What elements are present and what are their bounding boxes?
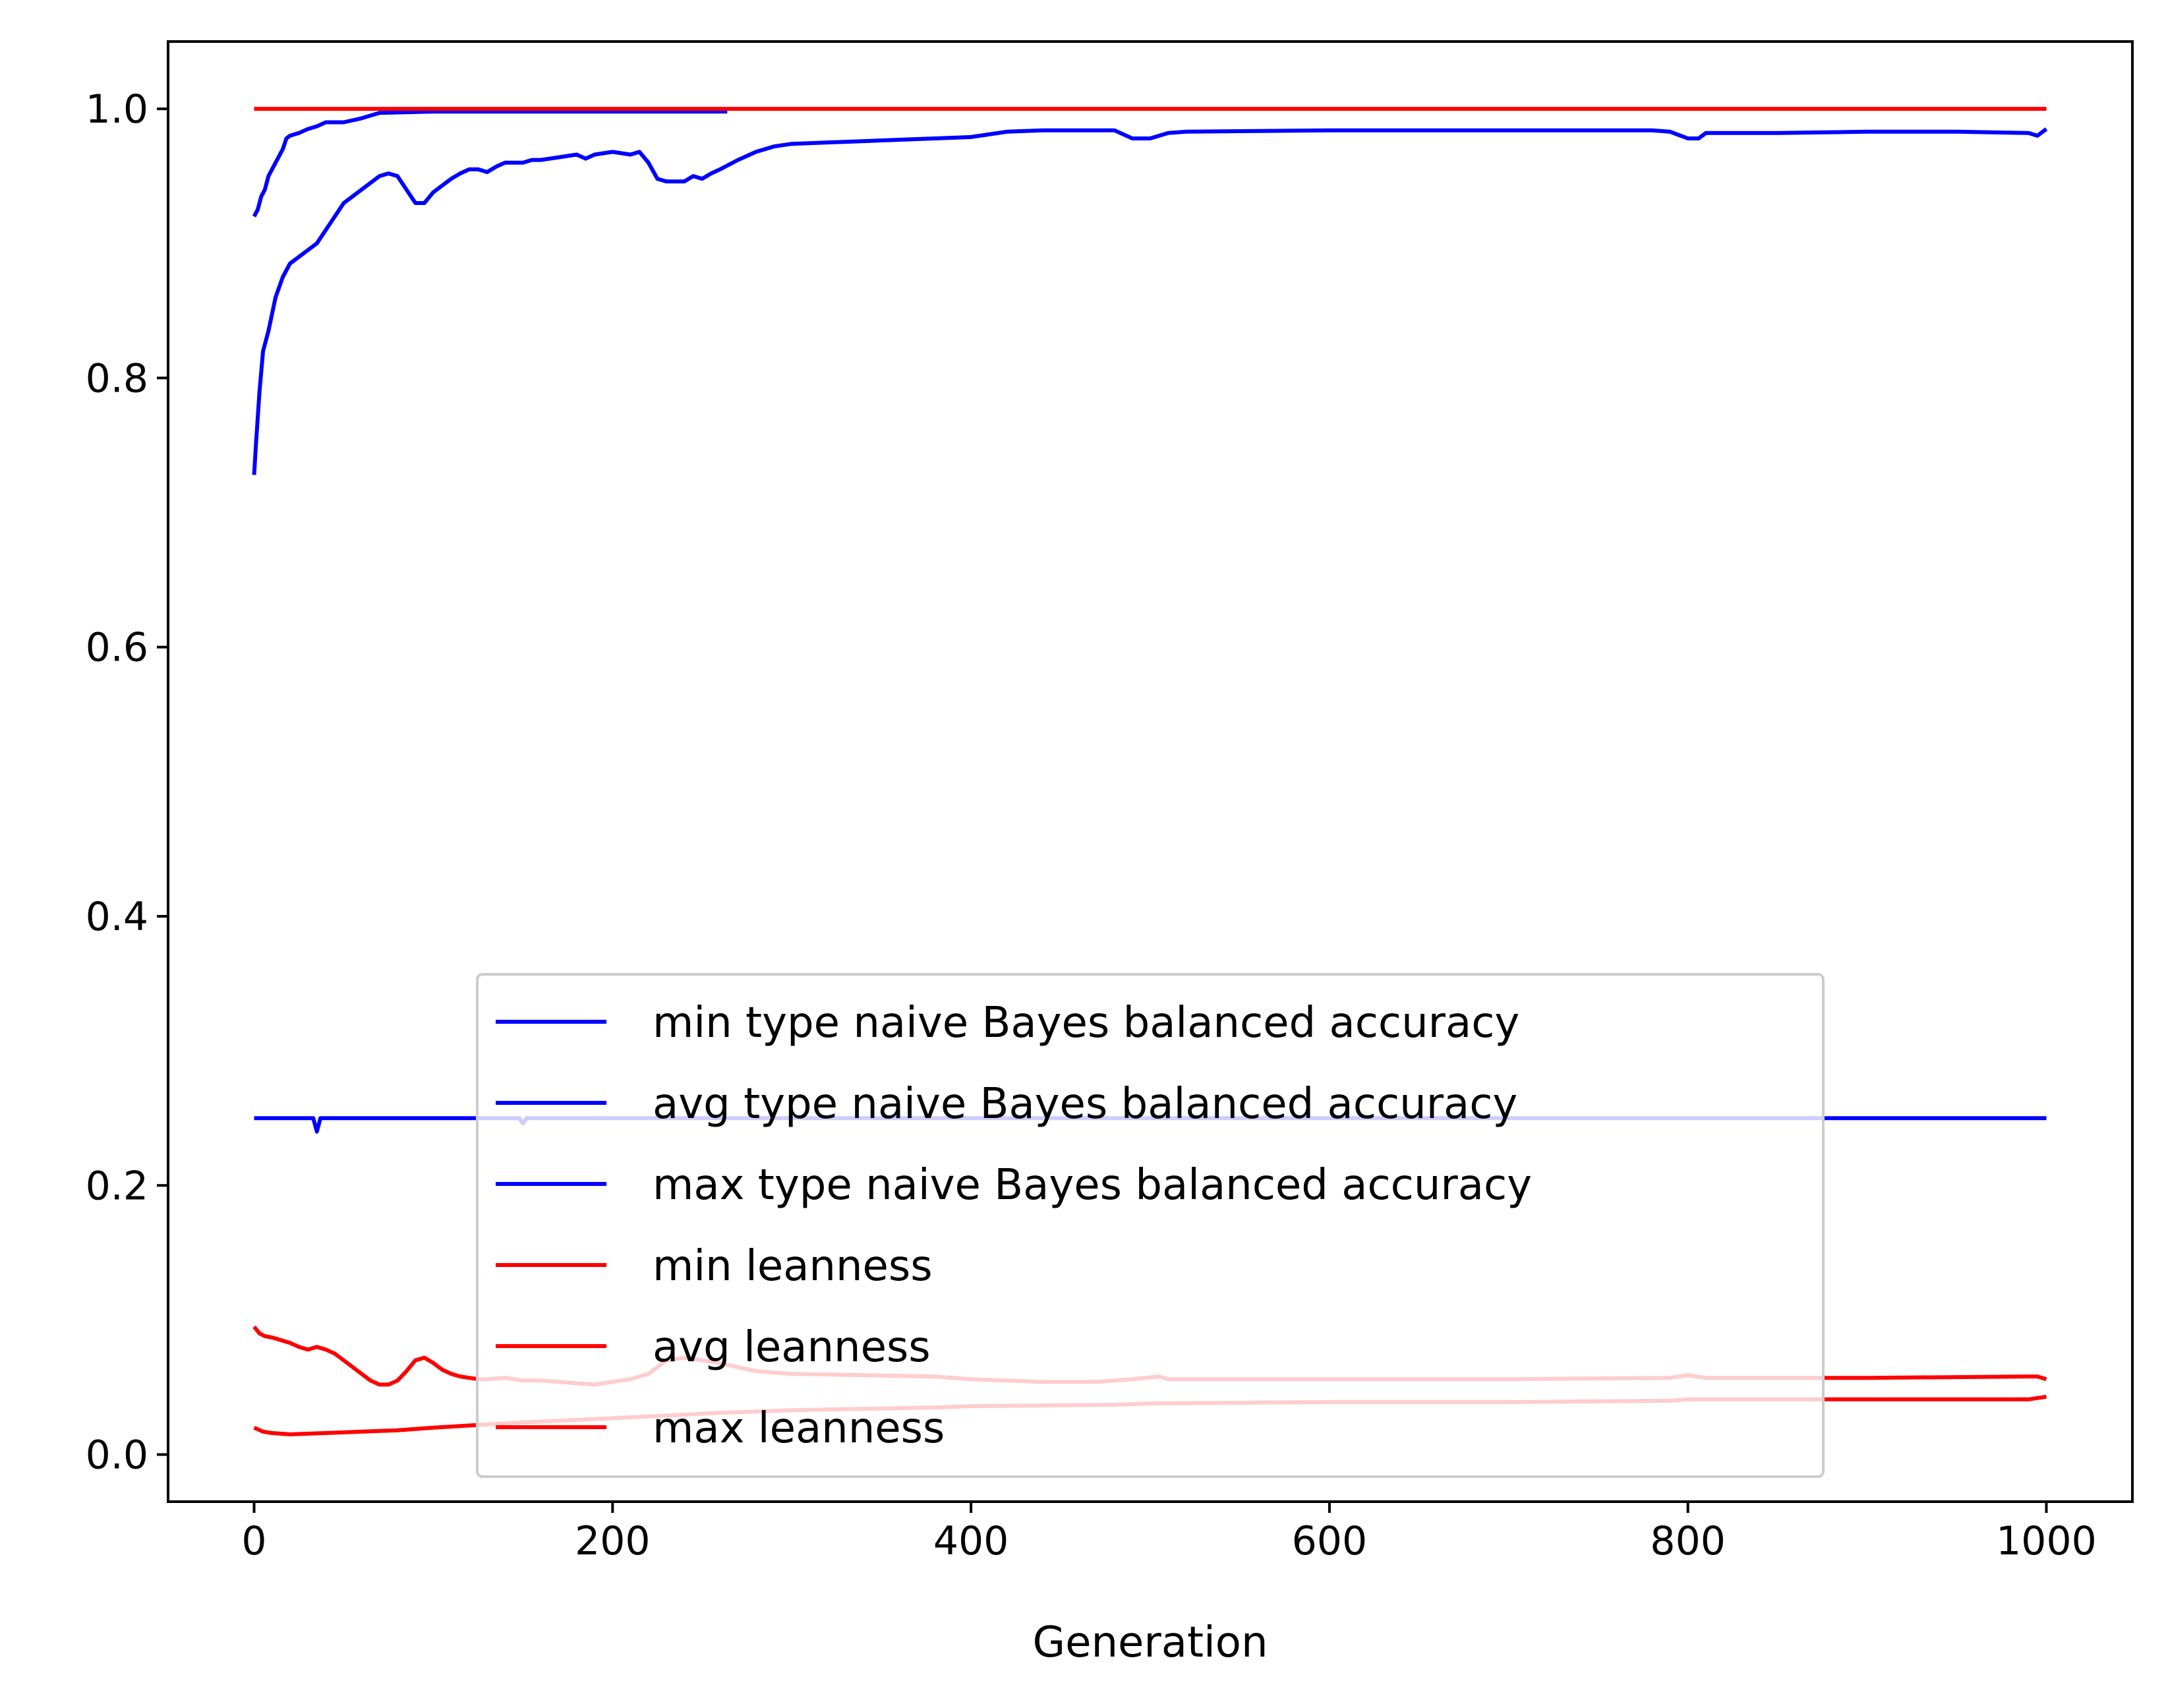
x-axis-title: Generation [1032,1618,1268,1667]
x-tick-label: 0 [241,1518,266,1564]
legend: min type naive Bayes balanced accuracy av… [476,973,1825,1478]
legend-box [476,973,1825,1478]
y-tick-label: 0.8 [86,355,148,401]
x-tick-label: 400 [933,1518,1009,1564]
x-tick-label: 200 [575,1518,651,1564]
y-tick-label: 0.4 [86,894,148,940]
legend-label: avg leanness [653,1323,931,1372]
y-tick-label: 0.0 [86,1432,148,1479]
x-tick-label: 600 [1292,1518,1368,1564]
y-tick-label: 0.2 [86,1163,148,1209]
ticks-layer: 0 200 400 600 800 1000 0.0 0.2 0.4 0.6 0.8 1.0 [86,86,2097,1564]
series-line-3 [252,109,728,218]
y-tick-label: 0.6 [86,625,148,671]
y-tick-label: 1.0 [86,86,148,133]
series-line-2 [252,127,2048,475]
axes-frame [167,40,2134,1503]
x-tick-label: 1000 [1996,1518,2097,1564]
legend-label: max type naive Bayes balanced accuracy [653,1161,1532,1210]
legend-entries: min type naive Bayes balanced accuracy av… [496,999,1532,1453]
legend-label: max leanness [653,1404,945,1453]
legend-label: min leanness [653,1242,933,1291]
legend-label: avg type naive Bayes balanced accuracy [653,1080,1517,1129]
x-tick-label: 800 [1650,1518,1726,1564]
legend-label: min type naive Bayes balanced accuracy [653,999,1519,1047]
